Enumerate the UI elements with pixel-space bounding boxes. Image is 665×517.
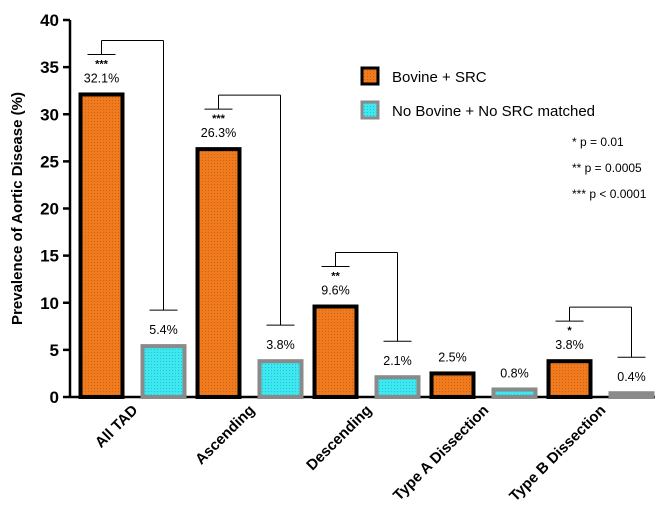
y-tick-label: 35 [40, 58, 59, 77]
data-label-1-4: 0.4% [617, 370, 646, 384]
significance-stars-0: *** [95, 58, 109, 70]
p-value-note-0: * p = 0.01 [572, 135, 624, 149]
bars [78, 92, 655, 400]
data-label-1-1: 3.8% [266, 338, 295, 352]
data-label-0-2: 9.6% [321, 284, 350, 298]
data-label-0-1: 26.3% [201, 126, 236, 140]
bar-bovine-src-0 [78, 92, 125, 400]
significance-stars-1: *** [212, 113, 226, 125]
legend-swatch-1 [360, 100, 380, 120]
y-tick-label: 5 [50, 341, 59, 360]
x-tick-label-4: Type B Dissection [506, 402, 609, 505]
significance-brackets: ********* [87, 39, 646, 358]
y-tick-label: 0 [50, 388, 59, 407]
y-axis-title: Prevalence of Aortic Disease (%) [9, 92, 26, 325]
data-label-1-0: 5.4% [149, 323, 178, 337]
bar-no-bovine-3 [491, 387, 538, 399]
y-tick-label: 30 [40, 105, 59, 124]
legend-label-0: Bovine + SRC [392, 69, 487, 86]
legend-label-1: No Bovine + No SRC matched [392, 103, 595, 120]
bar-no-bovine-4 [608, 391, 655, 400]
y-tick-label: 15 [40, 247, 59, 266]
significance-stars-2: ** [331, 271, 340, 283]
p-value-note-2: *** p < 0.0001 [572, 187, 647, 201]
bar-bovine-src-3 [429, 371, 476, 399]
p-value-notes: * p = 0.01 ** p = 0.0005 *** p < 0.0001 [572, 135, 647, 201]
data-labels: 32.1% 5.4% All TAD 26.3% 3.8% Ascending 9.6% 2.… [84, 71, 646, 505]
x-tick-label-2: Descending [303, 402, 375, 474]
y-tick-label: 20 [40, 200, 59, 219]
bar-no-bovine-2 [374, 375, 421, 399]
legend: Bovine + SRC No Bovine + No SRC matched [360, 66, 595, 120]
y-tick-label: 40 [40, 11, 59, 30]
p-value-note-1: ** p = 0.0005 [572, 161, 642, 175]
legend-swatch-0 [360, 66, 380, 86]
bar-no-bovine-1 [257, 359, 304, 399]
data-label-1-2: 2.1% [383, 354, 412, 368]
bar-no-bovine-0 [140, 344, 187, 400]
data-label-0-4: 3.8% [555, 338, 584, 352]
data-label-0-3: 2.5% [438, 350, 467, 364]
x-tick-label-3: Type A Dissection [390, 402, 492, 504]
bar-bovine-src-2 [312, 304, 359, 399]
y-tick-label: 10 [40, 294, 59, 313]
x-tick-label-0: All TAD [92, 402, 142, 452]
significance-stars-4: * [567, 325, 572, 337]
x-tick-label-1: Ascending [192, 402, 258, 468]
data-label-1-3: 0.8% [500, 366, 529, 380]
bar-bovine-src-1 [195, 147, 242, 399]
data-label-0-0: 32.1% [84, 71, 119, 85]
y-tick-label: 25 [40, 152, 59, 171]
bar-bovine-src-4 [546, 359, 593, 399]
